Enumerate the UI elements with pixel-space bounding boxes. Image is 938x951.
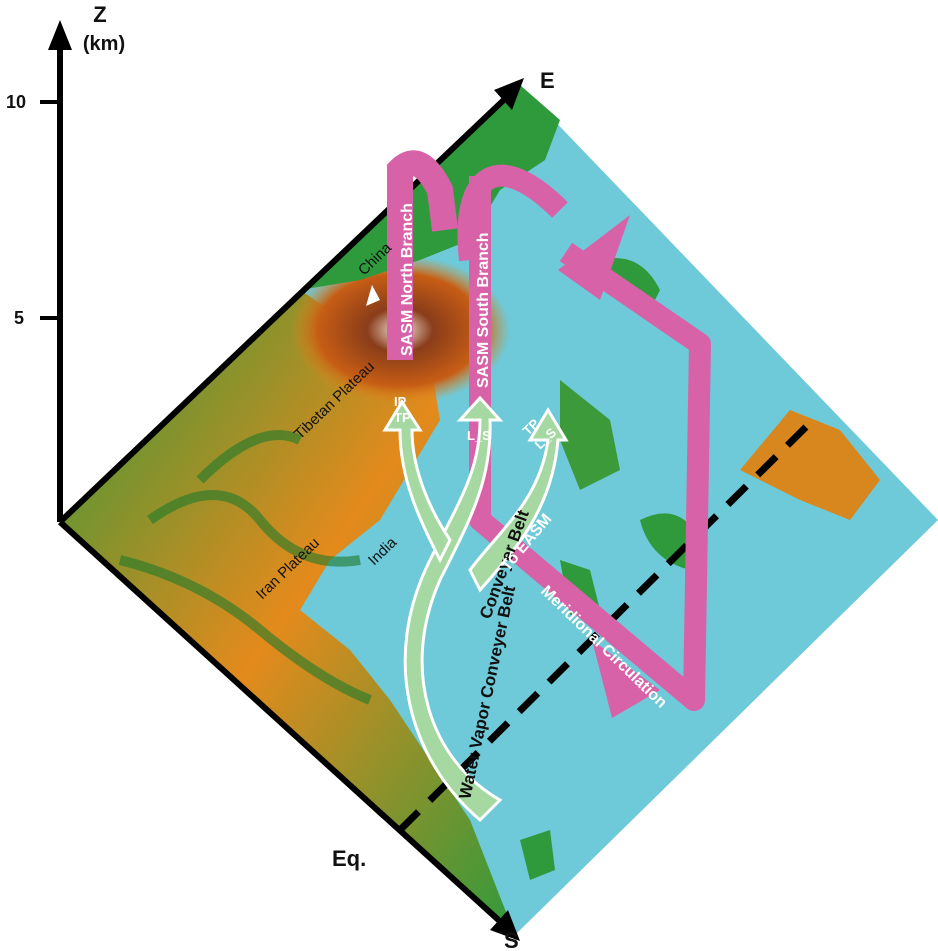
plateau-peak [366, 285, 380, 306]
z-axis-arrowhead [48, 20, 72, 50]
water-vapor-conveyer-belt [403, 395, 504, 823]
equator-label: Eq. [332, 846, 366, 871]
label-sasm-south-branch: SASM South Branch [475, 232, 492, 388]
sea-plane [60, 85, 938, 935]
equator-line [397, 415, 818, 833]
sasm-north-branch [387, 150, 458, 360]
south-axis [57, 519, 507, 928]
east-axis-arrowhead [494, 78, 524, 110]
meridional-arrowhead-bottom [592, 640, 660, 718]
tag-l-s: L_S [467, 428, 491, 443]
conveyer-branch-to-easm [468, 407, 569, 593]
land-east-islands-6 [520, 830, 555, 880]
tag-ip: IP [394, 394, 407, 409]
meridional-arrowhead-top [558, 215, 630, 300]
label-sasm-north-branch: SASM North Branch [399, 203, 416, 356]
land-east-islands-3 [740, 410, 880, 520]
land-east-islands-4 [640, 513, 700, 570]
meridional-top-arc [457, 164, 568, 262]
conveyer-branch-ip-tp [382, 399, 452, 564]
east-axis-label: E [540, 68, 555, 93]
land-west-ridges [118, 430, 372, 705]
z-tick-label-5: 5 [14, 308, 24, 328]
z-axis-unit: (km) [83, 33, 125, 55]
south-axis-label: S [504, 928, 519, 951]
tag-tp: TP [394, 410, 411, 425]
z-axis-label: Z [93, 2, 106, 27]
z-tick-label-10: 10 [6, 92, 26, 112]
land-east-islands-2 [560, 380, 620, 490]
south-axis-arrowhead [490, 910, 520, 941]
